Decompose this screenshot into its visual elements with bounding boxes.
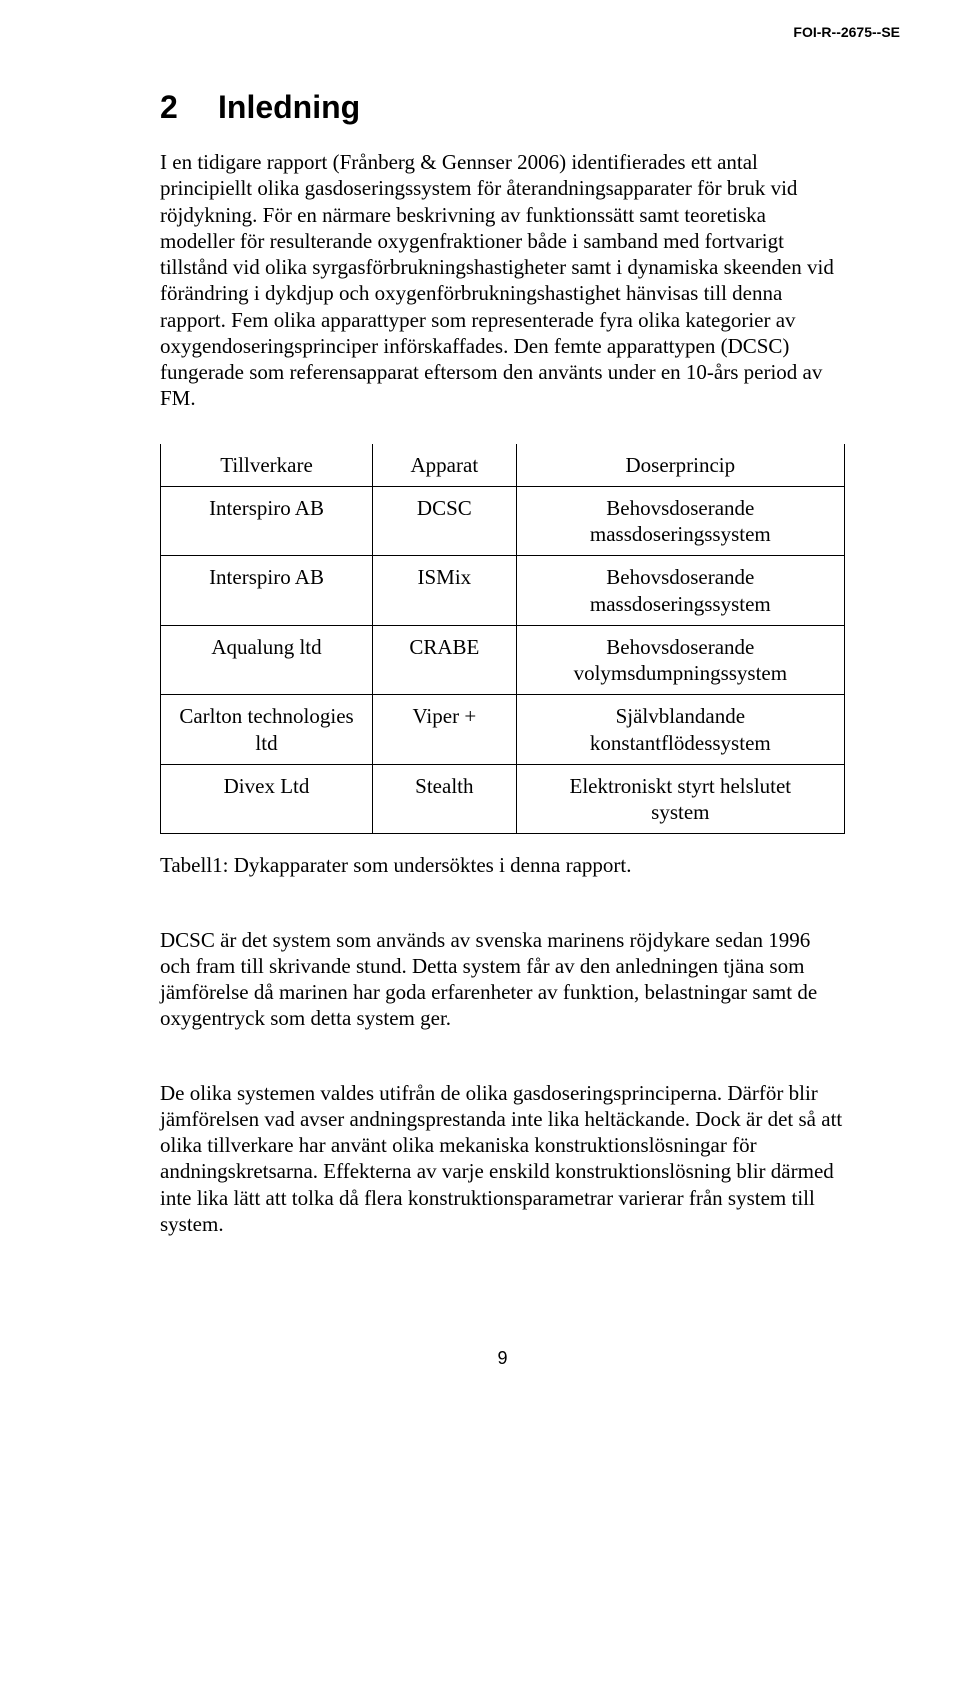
table-header-principle: Doserprincip [516, 444, 844, 487]
spacer [160, 1052, 845, 1080]
spacer [160, 899, 845, 927]
cell-principle: Behovsdoserandemassdoseringssystem [516, 486, 844, 556]
paragraph-intro: I en tidigare rapport (Frånberg & Gennse… [160, 149, 845, 412]
cell-manufacturer: Interspiro AB [161, 556, 373, 626]
cell-principle: Självblandandekonstantflödessystem [516, 695, 844, 765]
table-row: Aqualung ltd CRABE Behovsdoserandevolyms… [161, 625, 845, 695]
table-header-apparatus: Apparat [373, 444, 517, 487]
table-caption: Tabell1: Dykapparater som undersöktes i … [160, 852, 845, 878]
cell-apparatus: CRABE [373, 625, 517, 695]
cell-apparatus: Viper + [373, 695, 517, 765]
page-number: 9 [160, 1347, 845, 1370]
cell-principle: Behovsdoserandevolymsdumpningssystem [516, 625, 844, 695]
paragraph-dcsc: DCSC är det system som används av svensk… [160, 927, 845, 1032]
cell-principle: Elektroniskt styrt helslutetsystem [516, 764, 844, 834]
table-header-manufacturer: Tillverkare [161, 444, 373, 487]
section-number: 2 [160, 87, 218, 127]
section-heading: 2Inledning [160, 87, 845, 127]
cell-manufacturer: Interspiro AB [161, 486, 373, 556]
cell-apparatus: ISMix [373, 556, 517, 626]
table-row: Interspiro AB ISMix Behovsdoserandemassd… [161, 556, 845, 626]
table-row: Carlton technologies ltd Viper + Självbl… [161, 695, 845, 765]
document-id: FOI-R--2675--SE [793, 24, 900, 42]
cell-manufacturer: Divex Ltd [161, 764, 373, 834]
table-row: Divex Ltd Stealth Elektroniskt styrt hel… [161, 764, 845, 834]
cell-manufacturer: Aqualung ltd [161, 625, 373, 695]
cell-manufacturer: Carlton technologies ltd [161, 695, 373, 765]
page: FOI-R--2675--SE 2Inledning I en tidigare… [0, 0, 960, 1430]
apparatus-table: Tillverkare Apparat Doserprincip Intersp… [160, 444, 845, 835]
cell-apparatus: DCSC [373, 486, 517, 556]
paragraph-systems: De olika systemen valdes utifrån de olik… [160, 1080, 845, 1238]
table-header-row: Tillverkare Apparat Doserprincip [161, 444, 845, 487]
table-row: Interspiro AB DCSC Behovsdoserandemassdo… [161, 486, 845, 556]
section-title-text: Inledning [218, 89, 360, 125]
cell-principle: Behovsdoserandemassdoseringssystem [516, 556, 844, 626]
cell-apparatus: Stealth [373, 764, 517, 834]
